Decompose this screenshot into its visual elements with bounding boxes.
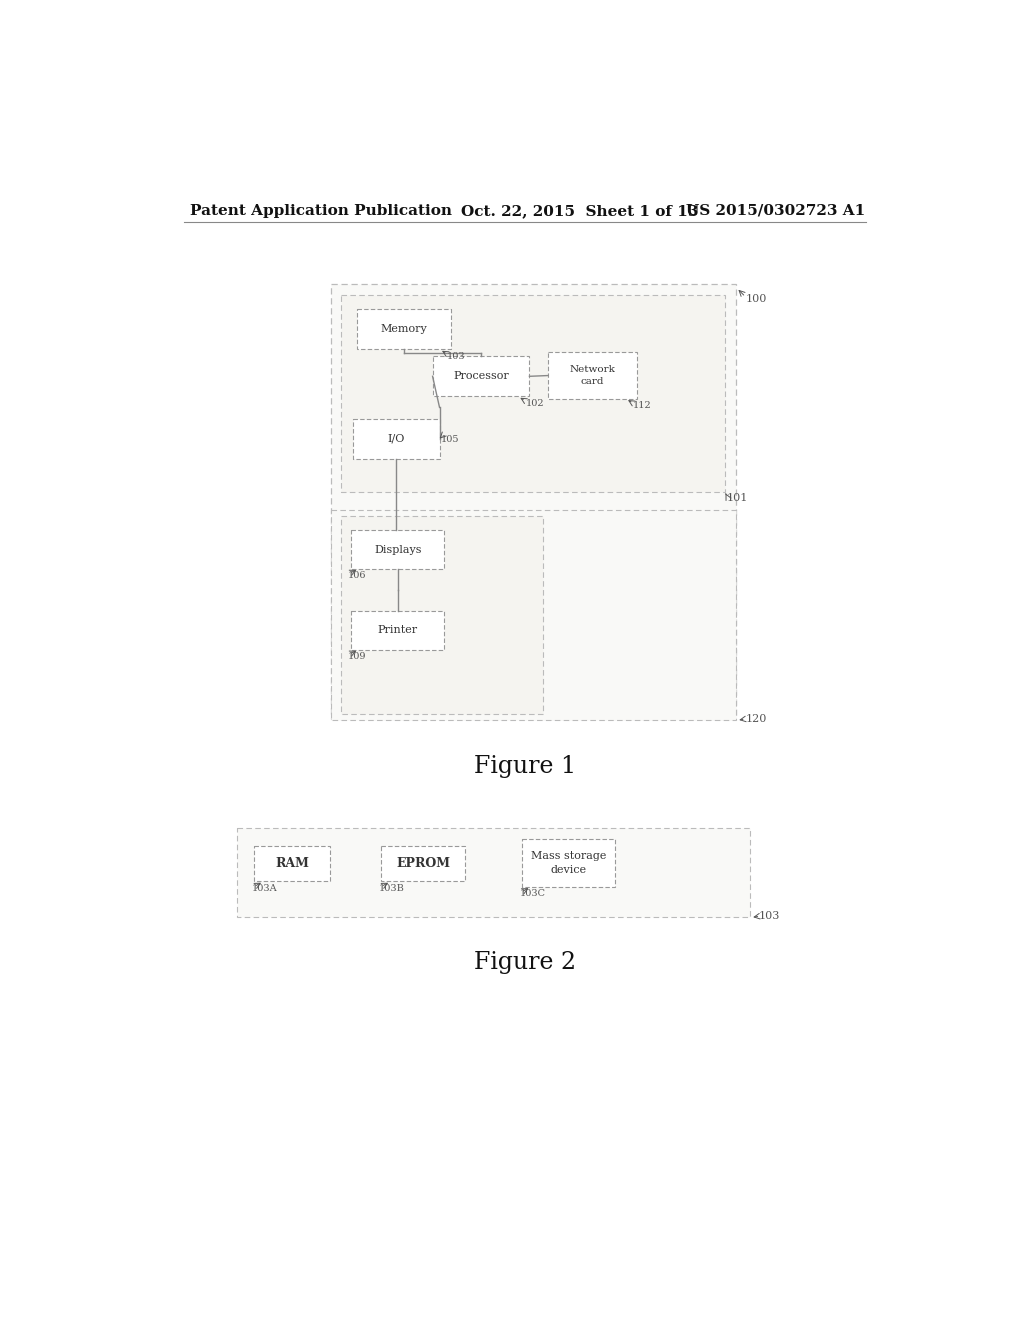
Text: Processor: Processor bbox=[454, 371, 509, 381]
Text: 103A: 103A bbox=[252, 884, 278, 892]
Text: 103C: 103C bbox=[519, 890, 546, 898]
Bar bbox=[331, 510, 736, 719]
Text: 103: 103 bbox=[759, 911, 780, 921]
Bar bbox=[331, 284, 736, 719]
Bar bbox=[356, 309, 452, 350]
Text: Figure 1: Figure 1 bbox=[474, 755, 575, 779]
Text: Mass storage
device: Mass storage device bbox=[530, 851, 606, 875]
Bar bbox=[432, 356, 529, 396]
Bar bbox=[254, 846, 331, 882]
Text: Network
card: Network card bbox=[569, 366, 615, 385]
Text: Figure 2: Figure 2 bbox=[474, 952, 575, 974]
Bar bbox=[352, 418, 439, 459]
Bar bbox=[351, 611, 444, 649]
Text: EPROM: EPROM bbox=[396, 857, 451, 870]
Bar bbox=[351, 531, 444, 569]
Text: US 2015/0302723 A1: US 2015/0302723 A1 bbox=[686, 203, 865, 218]
Text: 120: 120 bbox=[745, 714, 767, 725]
Text: Printer: Printer bbox=[378, 626, 418, 635]
Bar bbox=[237, 829, 750, 917]
Bar bbox=[521, 840, 614, 887]
Bar bbox=[341, 516, 543, 714]
Text: 101: 101 bbox=[726, 494, 748, 503]
Text: 102: 102 bbox=[525, 399, 544, 408]
Bar bbox=[341, 296, 725, 492]
Text: Memory: Memory bbox=[381, 325, 427, 334]
Text: Oct. 22, 2015  Sheet 1 of 13: Oct. 22, 2015 Sheet 1 of 13 bbox=[461, 203, 698, 218]
Text: 103B: 103B bbox=[379, 884, 404, 892]
Text: 105: 105 bbox=[441, 434, 460, 444]
Text: Displays: Displays bbox=[374, 545, 422, 554]
Text: 109: 109 bbox=[347, 652, 366, 661]
Text: RAM: RAM bbox=[275, 857, 309, 870]
Text: 112: 112 bbox=[633, 401, 652, 411]
Bar bbox=[381, 846, 465, 882]
Text: 100: 100 bbox=[745, 294, 767, 304]
Text: I/O: I/O bbox=[387, 434, 404, 444]
Text: 103: 103 bbox=[447, 351, 466, 360]
Bar bbox=[548, 352, 637, 399]
Text: 106: 106 bbox=[347, 572, 366, 579]
Text: Patent Application Publication: Patent Application Publication bbox=[190, 203, 452, 218]
